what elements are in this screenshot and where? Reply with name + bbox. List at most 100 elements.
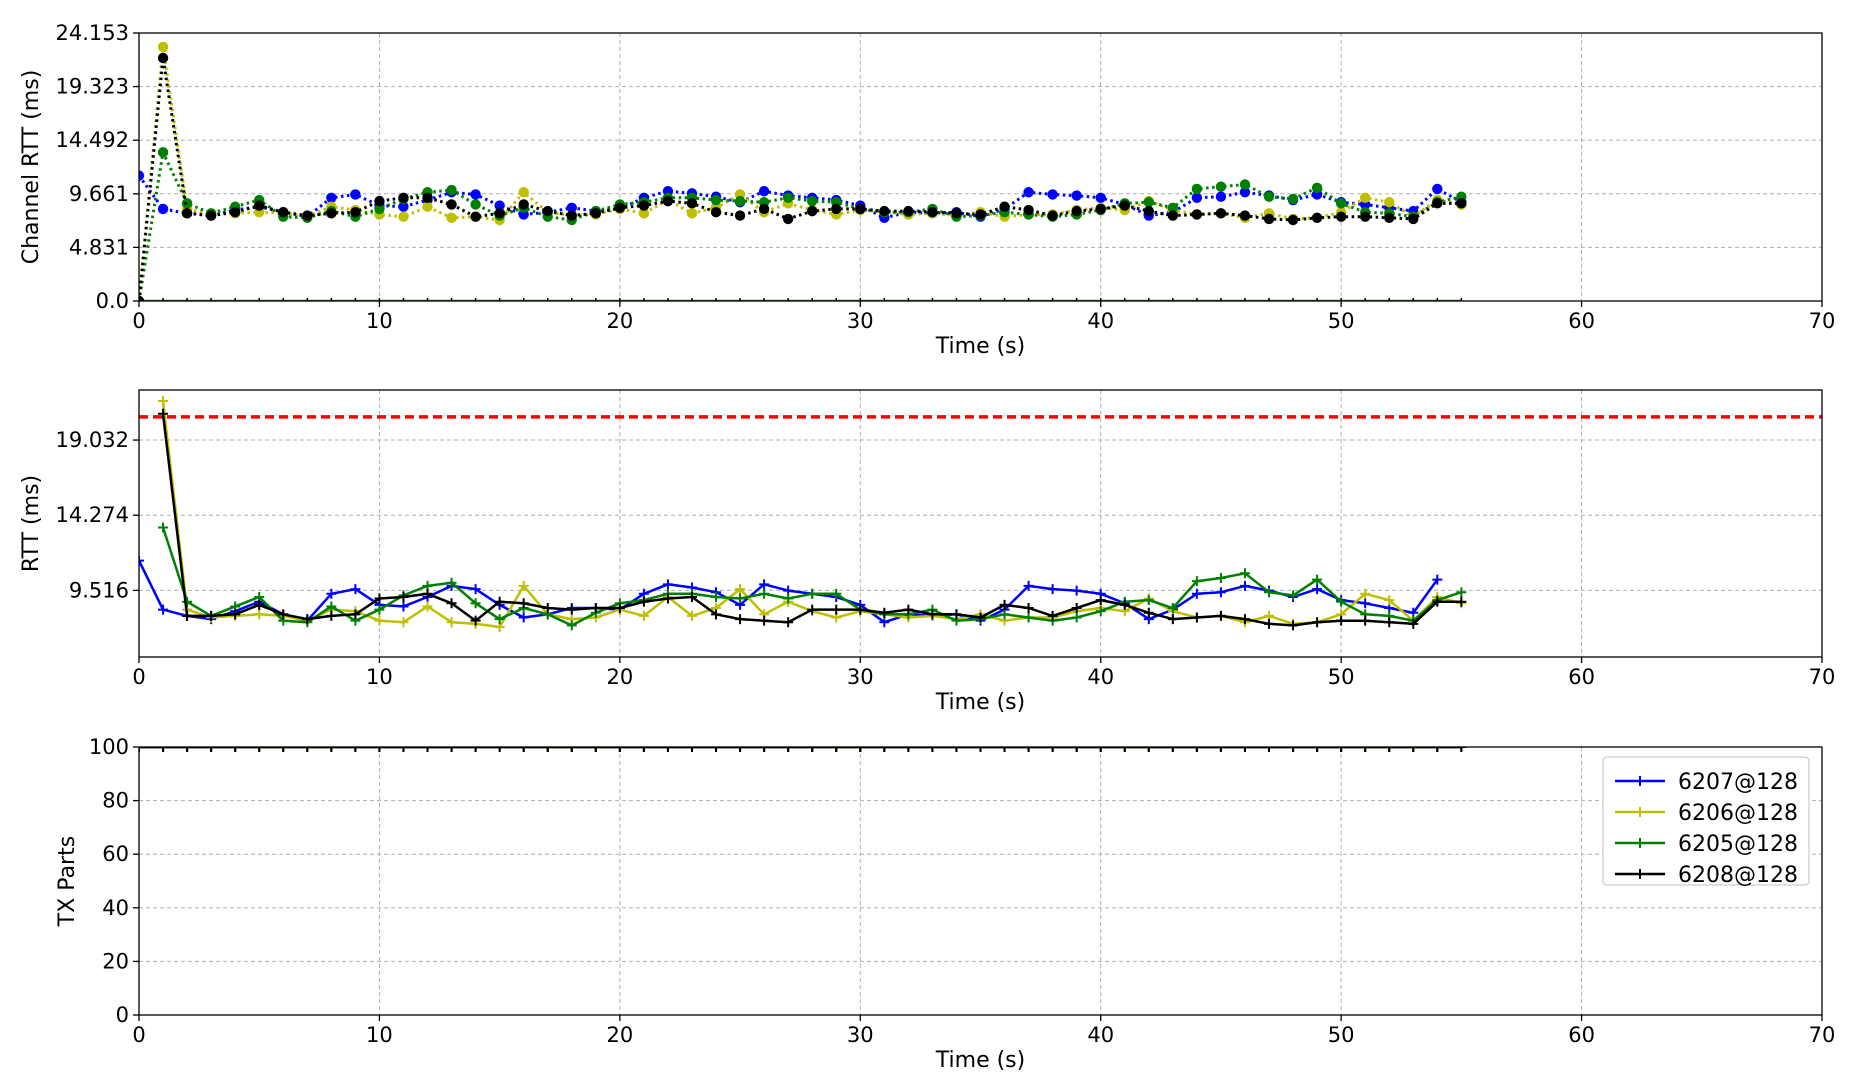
data-point bbox=[1311, 182, 1323, 194]
data-point bbox=[807, 195, 818, 207]
data-point bbox=[1119, 599, 1130, 610]
data-point bbox=[1239, 210, 1251, 221]
data-point bbox=[139, 295, 145, 301]
data-point bbox=[1360, 588, 1371, 599]
data-point bbox=[927, 609, 938, 620]
data-point bbox=[1408, 618, 1419, 629]
data-point bbox=[1095, 606, 1106, 617]
data-point bbox=[1191, 612, 1202, 623]
data-point bbox=[1311, 212, 1323, 223]
data-point bbox=[157, 41, 169, 53]
data-point bbox=[1191, 588, 1202, 599]
legend-label: 6208@128 bbox=[1678, 863, 1798, 888]
data-point bbox=[1215, 587, 1226, 598]
data-point bbox=[831, 203, 842, 215]
data-point bbox=[374, 593, 385, 604]
data-point bbox=[831, 604, 842, 615]
data-point bbox=[230, 747, 241, 752]
data-point bbox=[350, 207, 361, 218]
x-tick-label: 50 bbox=[1328, 665, 1355, 689]
data-point bbox=[494, 208, 505, 219]
y-tick-label: 20 bbox=[102, 949, 129, 973]
data-point bbox=[1336, 747, 1347, 752]
data-point bbox=[831, 588, 842, 599]
y-tick-label: 0.0 bbox=[96, 289, 129, 313]
data-point bbox=[446, 199, 457, 210]
data-point bbox=[1095, 595, 1106, 606]
y-tick-label: 4.831 bbox=[69, 235, 129, 259]
data-point bbox=[182, 747, 193, 752]
data-point bbox=[1359, 211, 1371, 222]
chart-panel-1: 0 10 20 30 40 50 60 70 0.0 4.831 9.661 14.492 19.323… bbox=[19, 21, 1835, 359]
data-point bbox=[398, 617, 409, 628]
data-point bbox=[686, 198, 698, 209]
data-point bbox=[139, 170, 145, 181]
y-axis-label: TX Parts bbox=[55, 836, 80, 927]
plot-area bbox=[139, 396, 1822, 632]
x-tick-label: 40 bbox=[1087, 1023, 1114, 1047]
data-point bbox=[139, 555, 144, 566]
data-point bbox=[735, 614, 746, 625]
data-point bbox=[1215, 573, 1226, 584]
data-point bbox=[350, 747, 361, 752]
data-point bbox=[1047, 610, 1058, 621]
data-point bbox=[470, 584, 481, 595]
data-point bbox=[326, 747, 337, 752]
data-point bbox=[999, 599, 1010, 610]
data-point bbox=[782, 192, 794, 204]
data-point bbox=[711, 747, 722, 752]
data-point bbox=[1384, 595, 1395, 606]
data-point bbox=[566, 747, 577, 752]
legend-label: 6205@128 bbox=[1678, 832, 1798, 857]
data-point bbox=[1239, 747, 1250, 752]
data-point bbox=[879, 205, 890, 217]
data-point bbox=[1360, 615, 1371, 626]
data-point bbox=[1408, 747, 1419, 752]
data-point bbox=[1264, 587, 1275, 598]
data-point bbox=[711, 609, 722, 620]
data-point bbox=[686, 591, 697, 602]
data-point bbox=[182, 610, 193, 621]
data-point bbox=[1336, 596, 1347, 607]
data-point bbox=[157, 203, 169, 215]
data-point bbox=[662, 195, 674, 207]
data-point bbox=[1095, 192, 1106, 204]
x-tick-label: 30 bbox=[847, 309, 874, 333]
data-point bbox=[1119, 747, 1130, 752]
data-point bbox=[518, 598, 529, 609]
data-point bbox=[181, 198, 193, 209]
data-point bbox=[470, 199, 481, 210]
x-tick-label: 0 bbox=[132, 309, 145, 333]
data-point bbox=[759, 615, 770, 626]
data-point bbox=[158, 747, 169, 752]
x-tick-label: 10 bbox=[366, 1023, 393, 1047]
data-point bbox=[759, 588, 770, 599]
data-point bbox=[783, 593, 794, 604]
y-tick-label: 19.032 bbox=[56, 428, 129, 452]
data-point bbox=[614, 603, 625, 614]
y-tick-label: 0 bbox=[116, 1003, 129, 1027]
data-point bbox=[326, 192, 337, 204]
data-point bbox=[254, 747, 265, 752]
x-tick-label: 50 bbox=[1328, 309, 1355, 333]
legend-label: 6207@128 bbox=[1678, 770, 1798, 795]
data-point bbox=[638, 208, 650, 219]
data-point bbox=[1071, 603, 1082, 614]
data-point bbox=[158, 408, 169, 419]
data-point bbox=[1384, 212, 1395, 223]
data-point bbox=[807, 604, 818, 615]
data-point bbox=[446, 598, 457, 609]
x-axis-label: Time (s) bbox=[935, 1048, 1025, 1073]
y-axis-label: RTT (ms) bbox=[19, 475, 44, 572]
data-point bbox=[1335, 211, 1347, 222]
x-tick-label: 70 bbox=[1809, 665, 1836, 689]
data-point bbox=[614, 747, 625, 752]
data-point bbox=[422, 201, 433, 212]
data-point bbox=[302, 747, 313, 752]
data-point bbox=[662, 579, 673, 590]
data-point bbox=[398, 201, 409, 212]
y-tick-label: 9.661 bbox=[69, 182, 129, 206]
data-point bbox=[566, 604, 577, 615]
data-point bbox=[278, 747, 289, 752]
